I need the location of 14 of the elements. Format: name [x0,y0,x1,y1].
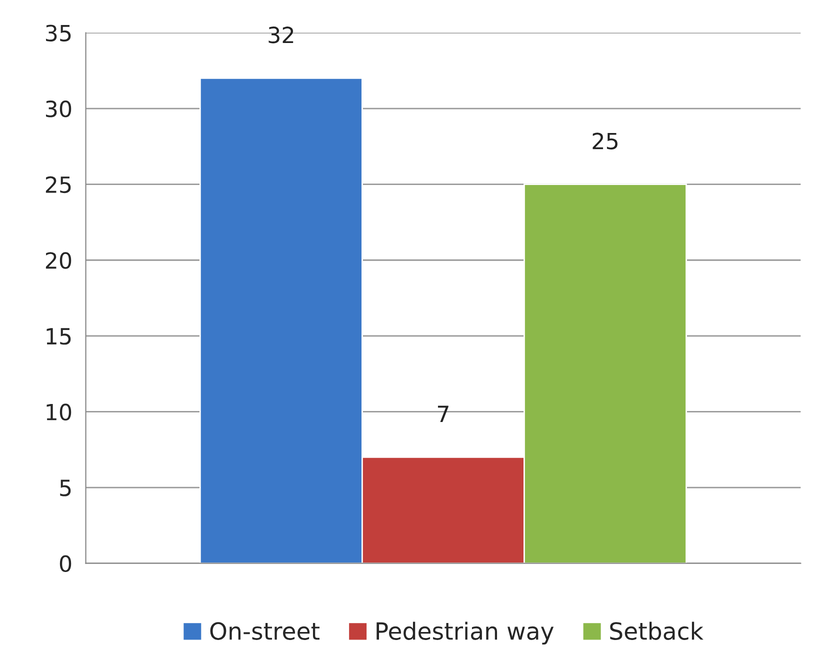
y-tick-label: 0 [60,555,72,572]
data-label: 7 [438,406,448,422]
y-tick-label: 15 [46,328,71,345]
y-tick-label: 20 [46,252,72,269]
y-tick-label: 35 [46,24,71,42]
legend-label: On-street [210,622,320,640]
y-tick-label: 10 [46,404,72,420]
data-label: 25 [592,132,618,150]
data-label: 32 [268,26,294,44]
legend-label: Setback [610,622,704,640]
legend-label: Pedestrian way [376,622,554,645]
y-tick-label: 30 [46,100,72,118]
y-tick-label: 5 [60,480,71,496]
y-tick-label: 25 [46,176,71,194]
